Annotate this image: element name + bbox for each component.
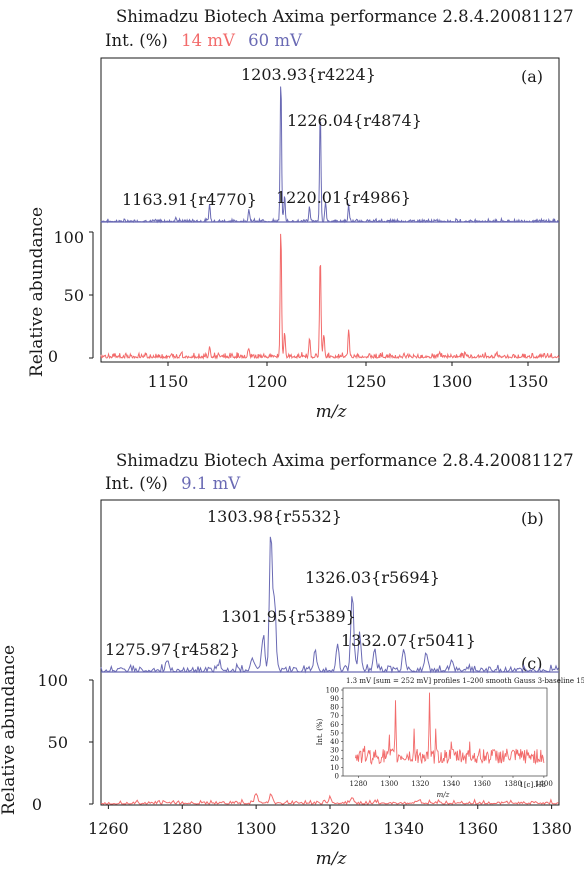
panel-a-y-ticklabel-0: 0 (48, 347, 58, 366)
panel-b-y-ticklabel-0: 0 (32, 795, 42, 814)
inset-c: 1.3 mV [sum = 252 mV] profiles 1–200 smo… (316, 677, 584, 799)
panel-b-x-ticks: 1260 1280 1300 1320 1340 1360 1380 (88, 805, 572, 838)
panel-a-peak-label-3: 1163.91{r4770} (122, 190, 257, 209)
panel-b-ylabel: Relative abundance (0, 645, 19, 815)
panel-b-x-ticklabel: 1300 (236, 819, 277, 838)
panel-a-int-label: Int. (%) 14 mV 60 mV (105, 31, 303, 50)
inset-y-ticklabel: 40 (330, 738, 339, 746)
panel-a: Shimadzu Biotech Axima performance 2.8.4… (27, 7, 574, 422)
panel-a-red-series (100, 233, 560, 360)
panel-b-red-line (100, 792, 559, 806)
panel-a-x-ticklabel-1250: 1250 (346, 372, 387, 391)
inset-y-ticklabel: 30 (330, 747, 339, 755)
panel-b-x-ticklabel: 1280 (162, 819, 203, 838)
inset-x-ticklabel: 1340 (442, 780, 460, 788)
panel-a-red-line (100, 233, 560, 360)
panel-b-y-ticklabel-50: 50 (48, 733, 68, 752)
inset-x-ticklabel: 1380 (504, 780, 522, 788)
panel-a-header: Shimadzu Biotech Axima performance 2.8.4… (116, 7, 574, 26)
panel-a-x-ticks (167, 362, 529, 366)
panel-c-label: (c) (521, 654, 542, 673)
inset-frame (342, 687, 548, 777)
inset-y-ticklabel: 70 (330, 712, 339, 720)
panel-a-x-ticklabel-1300: 1300 (432, 372, 473, 391)
inset-y-ticklabel: 60 (330, 721, 339, 729)
panel-b: Shimadzu Biotech Axima performance 2.8.4… (0, 451, 584, 869)
panel-a-blue-series (100, 86, 560, 224)
panel-b-y-ticklabel-100: 100 (37, 671, 68, 690)
inset-footer: 1[c].H3 (519, 781, 546, 789)
panel-a-label: (a) (521, 67, 543, 86)
panel-a-x-ticklabel-1150: 1150 (148, 372, 189, 391)
panel-b-label: (b) (521, 509, 544, 528)
inset-x-ticklabel: 1360 (473, 780, 491, 788)
inset-y-ticklabel: 10 (330, 764, 339, 772)
inset-xlabel: m/z (437, 791, 450, 799)
panel-b-peak-label-2: 1326.03{r5694} (305, 568, 440, 587)
inset-series (354, 692, 545, 766)
panel-b-blue-line (100, 536, 559, 674)
inset-x-ticklabel: 1300 (380, 780, 398, 788)
inset-caption: 1.3 mV [sum = 252 mV] profiles 1–200 smo… (346, 677, 584, 685)
panel-a-y-ticklabel-100: 100 (53, 228, 84, 247)
panel-b-red-series (100, 792, 559, 806)
panel-a-blue-line (100, 86, 560, 224)
inset-y-ticklabel: 90 (330, 695, 339, 703)
panel-a-x-ticklabel-1350: 1350 (508, 372, 549, 391)
inset-y-ticklabel: 20 (330, 755, 339, 763)
inset-y-ticklabel: 50 (330, 729, 339, 737)
panel-b-header: Shimadzu Biotech Axima performance 2.8.4… (116, 451, 574, 470)
inset-x-ticklabel: 1400 (535, 780, 553, 788)
panel-a-int-blue: 60 mV (248, 31, 303, 50)
panel-a-x-ticklabel-1200: 1200 (247, 372, 288, 391)
panel-b-xlabel: m/z (316, 849, 348, 869)
panel-b-x-ticklabel: 1260 (88, 819, 129, 838)
panel-a-frame (100, 57, 560, 363)
inset-x-ticklabel: 1280 (350, 780, 368, 788)
inset-line (354, 692, 545, 766)
panel-b-blue-series (100, 536, 559, 674)
inset-ylabel: Int. (%) (316, 718, 324, 745)
inset-y-ticklabel: 80 (330, 704, 339, 712)
panel-b-x-ticklabel: 1340 (384, 819, 425, 838)
panel-b-peak-label-5: 1332.07{r5041} (341, 631, 476, 650)
panel-b-x-ticklabel: 1320 (310, 819, 351, 838)
panel-a-ylabel: Relative abundance (27, 207, 47, 377)
panel-b-peak-label-1: 1303.98{r5532} (207, 507, 342, 526)
panel-a-int-title: Int. (%) (105, 31, 168, 50)
panel-b-int-title: Int. (%) (105, 474, 168, 493)
inset-y-ticklabel: 100 (326, 686, 339, 694)
inset-x-ticks: 1280 1300 1320 1340 1360 1380 1400 (350, 776, 553, 788)
inset-x-ticklabel: 1320 (411, 780, 429, 788)
panel-b-int-blue: 9.1 mV (181, 474, 241, 493)
inset-y-ticklabel: 0 (335, 772, 339, 780)
panel-a-xlabel: m/z (316, 402, 348, 422)
panel-a-peak-label-4: 1220.01{r4986} (276, 188, 411, 207)
panel-b-x-ticklabel: 1380 (531, 819, 572, 838)
panel-b-int-label: Int. (%) 9.1 mV (105, 474, 241, 493)
panel-b-x-ticklabel: 1360 (457, 819, 498, 838)
panel-b-peak-label-3: 1301.95{r5389} (221, 607, 356, 626)
panel-a-int-red: 14 mV (181, 31, 236, 50)
panel-b-peak-label-4: 1275.97{r4582} (105, 640, 240, 659)
panel-a-peak-label-2: 1226.04{r4874} (287, 111, 422, 130)
panel-a-y-ticklabel-50: 50 (64, 286, 84, 305)
panel-a-peak-label-1: 1203.93{r4224} (241, 65, 376, 84)
